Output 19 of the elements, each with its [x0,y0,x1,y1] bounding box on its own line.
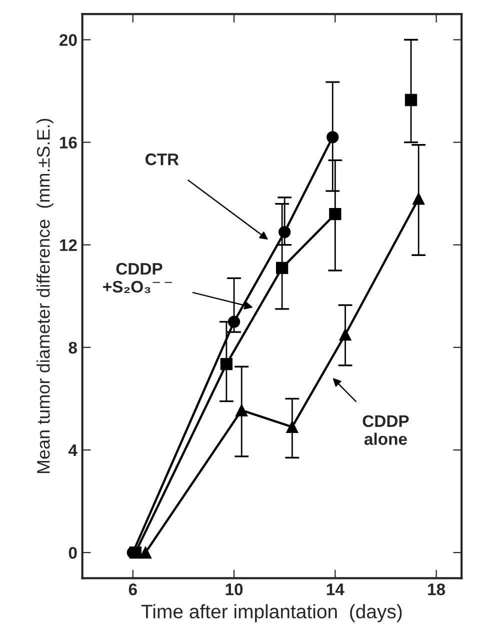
point [129,546,142,559]
y-tick-label: 16 [60,136,77,149]
annotation: CDDP alone [362,415,409,445]
annotation: CTR [146,153,179,166]
point [404,94,418,106]
y-tick-label: 8 [68,342,77,354]
y-tick-label: 0 [68,546,77,559]
point [220,358,233,370]
x-tick-label: 18 [428,583,446,596]
y-tick-label: 12 [60,239,77,251]
x-tick-label: 10 [226,583,243,596]
x-tick-label: 14 [326,584,344,596]
annotation: CDDP +S₂O₃$^{−−}$ [103,262,172,294]
x-tick-label: 6 [128,583,137,596]
y-tick-label: 4 [68,444,78,456]
point [139,546,152,559]
y-tick-label: 20 [60,34,77,46]
y-axis-title: Mean tumor diameter difference (mm.±S.E.) [36,118,54,474]
x-axis-title: Time after implantation (days) [141,604,402,622]
